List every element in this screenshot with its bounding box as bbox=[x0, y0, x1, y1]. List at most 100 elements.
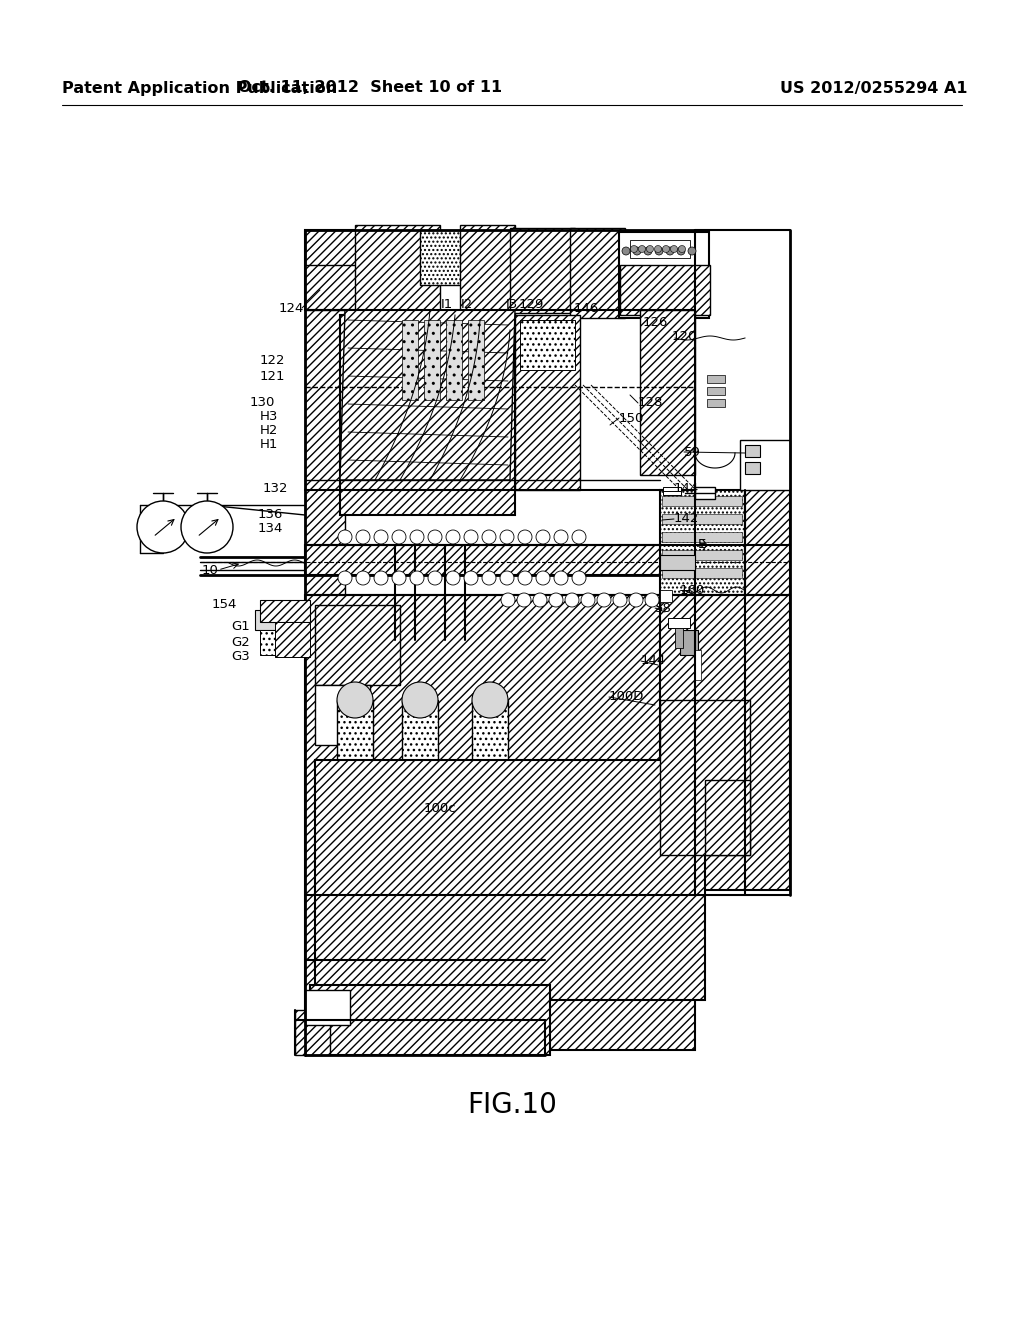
Circle shape bbox=[639, 246, 645, 252]
Bar bbox=[630, 240, 690, 257]
Circle shape bbox=[500, 531, 514, 544]
Circle shape bbox=[374, 572, 388, 585]
Bar bbox=[707, 375, 725, 383]
Circle shape bbox=[688, 247, 696, 255]
Bar bbox=[662, 496, 742, 506]
Bar bbox=[705, 780, 750, 855]
Bar bbox=[260, 601, 310, 622]
Circle shape bbox=[534, 593, 547, 607]
Text: 129: 129 bbox=[518, 298, 544, 312]
Bar bbox=[660, 554, 695, 570]
Bar bbox=[460, 224, 515, 315]
Circle shape bbox=[645, 593, 659, 607]
Text: Oct. 11, 2012  Sheet 10 of 11: Oct. 11, 2012 Sheet 10 of 11 bbox=[238, 81, 502, 95]
Circle shape bbox=[631, 246, 638, 252]
Bar bbox=[618, 232, 709, 318]
Text: G2: G2 bbox=[231, 635, 250, 648]
Circle shape bbox=[338, 531, 352, 544]
Bar bbox=[295, 1010, 330, 1055]
Bar bbox=[420, 230, 480, 285]
Bar bbox=[402, 319, 418, 400]
Bar bbox=[310, 985, 550, 1055]
Circle shape bbox=[482, 572, 496, 585]
Text: 134: 134 bbox=[258, 523, 283, 536]
Circle shape bbox=[410, 572, 424, 585]
Bar bbox=[260, 630, 295, 655]
Circle shape bbox=[554, 531, 568, 544]
Bar bbox=[680, 630, 698, 655]
Circle shape bbox=[572, 572, 586, 585]
Text: US 2012/0255294 A1: US 2012/0255294 A1 bbox=[780, 81, 968, 95]
Bar bbox=[305, 230, 375, 310]
Bar bbox=[510, 228, 575, 313]
Text: 100D: 100D bbox=[609, 690, 644, 704]
Bar bbox=[468, 319, 484, 400]
Bar bbox=[520, 319, 575, 370]
Bar bbox=[660, 490, 745, 635]
Bar bbox=[355, 224, 440, 310]
Circle shape bbox=[655, 247, 663, 255]
Text: I2: I2 bbox=[461, 298, 473, 312]
Bar bbox=[745, 445, 760, 457]
Circle shape bbox=[410, 531, 424, 544]
Bar bbox=[662, 532, 742, 543]
Circle shape bbox=[671, 246, 678, 252]
Circle shape bbox=[536, 531, 550, 544]
Bar bbox=[662, 568, 742, 578]
Circle shape bbox=[472, 682, 508, 718]
Circle shape bbox=[597, 593, 611, 607]
Circle shape bbox=[374, 531, 388, 544]
Bar bbox=[395, 319, 455, 455]
Bar bbox=[695, 487, 715, 499]
Circle shape bbox=[654, 246, 662, 252]
Text: 1B: 1B bbox=[142, 510, 160, 523]
Text: H3: H3 bbox=[260, 409, 278, 422]
Circle shape bbox=[518, 531, 532, 544]
Circle shape bbox=[392, 572, 406, 585]
Circle shape bbox=[646, 246, 653, 252]
Bar bbox=[660, 590, 672, 602]
Circle shape bbox=[572, 531, 586, 544]
Circle shape bbox=[644, 247, 652, 255]
Circle shape bbox=[622, 247, 630, 255]
Bar bbox=[695, 649, 701, 680]
Bar bbox=[662, 513, 742, 524]
Circle shape bbox=[392, 531, 406, 544]
Bar bbox=[740, 440, 790, 490]
Bar bbox=[707, 387, 725, 395]
Text: 10: 10 bbox=[201, 564, 218, 577]
Bar bbox=[305, 595, 695, 1049]
Circle shape bbox=[677, 247, 685, 255]
Text: 144: 144 bbox=[641, 655, 667, 668]
Circle shape bbox=[554, 572, 568, 585]
Circle shape bbox=[356, 531, 370, 544]
Bar bbox=[745, 462, 760, 474]
Bar bbox=[446, 319, 462, 400]
Circle shape bbox=[666, 247, 674, 255]
Text: G1: G1 bbox=[231, 620, 250, 634]
Text: 136: 136 bbox=[258, 507, 283, 520]
Circle shape bbox=[464, 572, 478, 585]
Circle shape bbox=[446, 572, 460, 585]
Circle shape bbox=[501, 593, 515, 607]
Text: 59: 59 bbox=[684, 446, 700, 458]
Bar bbox=[662, 550, 742, 560]
Bar bbox=[305, 990, 350, 1026]
Circle shape bbox=[629, 593, 643, 607]
Circle shape bbox=[446, 531, 460, 544]
Text: 132: 132 bbox=[262, 483, 288, 495]
Circle shape bbox=[549, 593, 563, 607]
Text: 142: 142 bbox=[674, 512, 699, 525]
Bar bbox=[424, 319, 440, 400]
Text: 122: 122 bbox=[259, 354, 285, 367]
Text: 130: 130 bbox=[250, 396, 275, 408]
Circle shape bbox=[663, 246, 670, 252]
Text: FIG.10: FIG.10 bbox=[467, 1092, 557, 1119]
Circle shape bbox=[338, 572, 352, 585]
Bar bbox=[472, 700, 508, 766]
Bar bbox=[275, 622, 310, 657]
Polygon shape bbox=[340, 310, 515, 480]
Text: 150: 150 bbox=[618, 412, 644, 425]
Text: I3: I3 bbox=[506, 298, 518, 312]
Bar bbox=[663, 487, 681, 495]
